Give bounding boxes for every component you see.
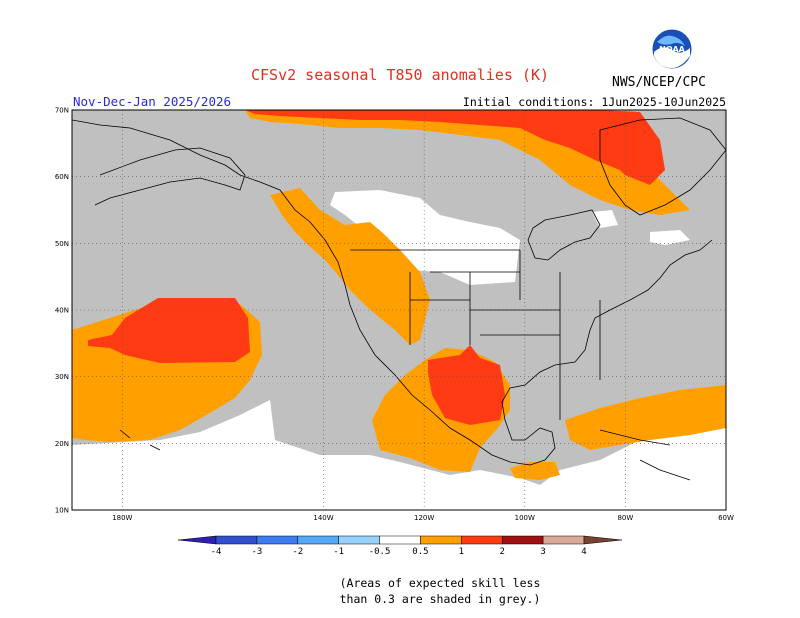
anomaly-region-west-coast-orange <box>270 188 430 345</box>
legend-tick-label: -4 <box>211 547 222 557</box>
longitude-tick-label: 120W <box>414 514 434 522</box>
page-title: CFSv2 seasonal T850 anomalies (K) <box>250 66 549 84</box>
legend-color-box <box>256 535 299 545</box>
latitude-tick-label: 60N <box>55 173 69 181</box>
anomaly-region-greenland-red <box>595 110 665 185</box>
latitude-tick-label: 50N <box>55 240 69 248</box>
legend-color-box <box>215 535 258 545</box>
legend-tick-label: -0.5 <box>369 547 391 557</box>
latitude-tick-label: 30N <box>55 373 69 381</box>
longitude-tick-label: 80W <box>617 514 633 522</box>
legend-tick-label: -1 <box>333 547 344 557</box>
longitude-tick-label: 180W <box>112 514 132 522</box>
longitude-tick-label: 60W <box>718 514 734 522</box>
agency-label: NWS/NCEP/CPC <box>612 75 706 90</box>
legend-color-box <box>461 535 503 545</box>
anomaly-region-texas-red <box>428 345 505 425</box>
anomaly-region-gulf-orange <box>510 462 560 480</box>
map-frame <box>71 109 727 511</box>
latitude-tick-label: 70N <box>55 107 69 115</box>
latitude-tick-label: 40N <box>55 307 69 315</box>
no-signal-region-east <box>650 230 690 245</box>
noaa-logo-text: NOAA <box>659 45 685 54</box>
legend-tick-label: 2 <box>500 547 505 557</box>
latitude-tick-label: 20N <box>55 440 69 448</box>
legend-tick-label: 3 <box>540 547 545 557</box>
legend-tick-label: -2 <box>292 547 303 557</box>
longitude-tick-label: 100W <box>515 514 535 522</box>
no-signal-region-south <box>72 400 726 510</box>
anomaly-region-caribbean-orange <box>565 385 726 450</box>
graticule <box>72 110 726 510</box>
longitude-tick-label: 140W <box>313 514 333 522</box>
legend-color-box <box>542 535 585 545</box>
latitude-tick-label: 10N <box>55 507 69 515</box>
legend-color-box <box>420 535 462 545</box>
legend-color-arrow <box>583 535 623 545</box>
legend-color-box <box>501 535 544 545</box>
initial-conditions: Initial conditions: 1Jun2025-10Jun2025 <box>462 95 726 109</box>
no-signal-region-canada <box>330 190 520 285</box>
anomaly-region-arctic-red <box>245 110 640 172</box>
legend-note-line2: than 0.3 are shaded in grey.) <box>339 592 541 606</box>
anomaly-region-pacific-red <box>88 298 250 363</box>
legend-color-box <box>338 535 380 545</box>
coastlines <box>72 117 726 481</box>
legend-tick-label: 4 <box>581 547 586 557</box>
noaa-logo: NOAA <box>651 28 693 70</box>
color-legend: -4 -3 -2 -1 -0.5 0.5 1 2 3 4 <box>177 535 623 557</box>
legend-tick-label: -3 <box>251 547 262 557</box>
legend-note-line1: (Areas of expected skill less <box>339 576 541 590</box>
legend-color-box <box>297 535 339 545</box>
legend-tick-label: 0.5 <box>412 547 428 557</box>
legend-tick-label: 1 <box>459 547 464 557</box>
legend-color-arrow <box>177 535 217 545</box>
legend-color-box <box>379 535 421 545</box>
no-signal-region-hudson <box>592 210 618 228</box>
forecast-period: Nov-Dec-Jan 2025/2026 <box>73 94 232 109</box>
